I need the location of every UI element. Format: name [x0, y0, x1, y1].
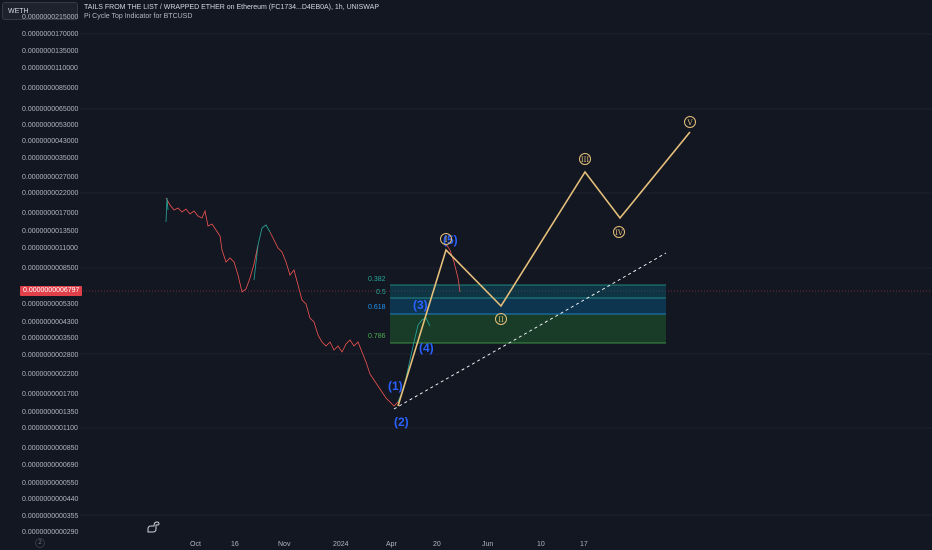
price-label: 0.0000000001700 [22, 391, 79, 398]
price-label: 0.0000000008500 [22, 265, 79, 272]
current-price-badge: 0.0000000006797 [20, 286, 83, 296]
fib-retracement[interactable] [390, 284, 666, 344]
price-label: 0.0000000170000 [22, 31, 79, 38]
time-label: Apr [386, 541, 397, 548]
fib-level-label: 0.618 [368, 304, 386, 311]
price-label: 0.0000000215000 [22, 14, 79, 21]
price-label: 0.0000000027000 [22, 174, 79, 181]
price-label: 0.0000000085000 [22, 85, 79, 92]
price-label: 0.0000000135000 [22, 48, 79, 55]
wave-label-iv[interactable]: IV [613, 226, 625, 238]
wave-label-v[interactable]: V [684, 116, 696, 128]
price-label: 0.0000000003500 [22, 335, 79, 342]
time-label: 17 [580, 541, 588, 548]
price-label: 0.0000000000355 [22, 513, 79, 520]
trendline[interactable] [393, 252, 667, 410]
price-label: 0.0000000002800 [22, 352, 79, 359]
price-label: 0.0000000000850 [22, 445, 79, 452]
time-label: 2024 [333, 541, 349, 548]
price-label: 0.0000000001100 [22, 425, 78, 432]
time-label: Oct [190, 541, 201, 548]
price-label: 0.0000000000290 [22, 529, 79, 536]
timezone-circle[interactable]: 2 [35, 538, 45, 548]
fib-level-label: 0.5 [376, 289, 386, 296]
grid-lines [80, 33, 932, 516]
wave-label-4[interactable]: (4) [419, 341, 434, 355]
indicator-title: Pi Cycle Top Indicator for BTCUSD [84, 13, 193, 20]
wave-label-i[interactable]: I [440, 233, 452, 245]
chart-title: TAILS FROM THE LIST / WRAPPED ETHER on E… [84, 4, 379, 11]
price-label: 0.0000000001350 [22, 409, 79, 416]
price-label: 0.0000000011000 [22, 245, 78, 252]
price-label: 0.0000000110000 [22, 65, 78, 72]
price-label: 0.0000000000550 [22, 480, 79, 487]
price-label: 0.0000000017000 [22, 210, 79, 217]
time-label: 16 [231, 541, 239, 548]
price-label: 0.0000000004300 [22, 319, 79, 326]
price-label: 0.0000000053000 [22, 122, 79, 129]
wave-label-1[interactable]: (1) [388, 379, 403, 393]
price-label: 0.0000000065000 [22, 106, 79, 113]
wave-label-2[interactable]: (2) [394, 415, 409, 429]
wave-label-ii[interactable]: II [495, 313, 507, 325]
wave-projection-line[interactable] [397, 131, 691, 407]
time-label: 20 [433, 541, 441, 548]
price-label: 0.0000000005300 [22, 301, 79, 308]
fib-level-label: 0.786 [368, 333, 386, 340]
price-label: 0.0000000035000 [22, 155, 79, 162]
time-label: 10 [537, 541, 545, 548]
price-label: 0.0000000043000 [22, 138, 79, 145]
fib-level-label: 0.382 [368, 276, 386, 283]
price-label: 0.0000000022000 [22, 190, 79, 197]
price-label: 0.0000000013500 [22, 228, 79, 235]
wave-label-iii[interactable]: III [579, 153, 591, 165]
price-label: 0.0000000000440 [22, 496, 79, 503]
dinosaur-logo-icon [147, 521, 160, 533]
price-label: 0.0000000002200 [22, 371, 79, 378]
wave-label-3[interactable]: (3) [413, 298, 428, 312]
symbol-search-box[interactable]: WETH [2, 2, 78, 20]
time-label: Jun [482, 541, 494, 548]
time-label: Nov [278, 541, 291, 548]
price-label: 0.0000000000690 [22, 462, 79, 469]
